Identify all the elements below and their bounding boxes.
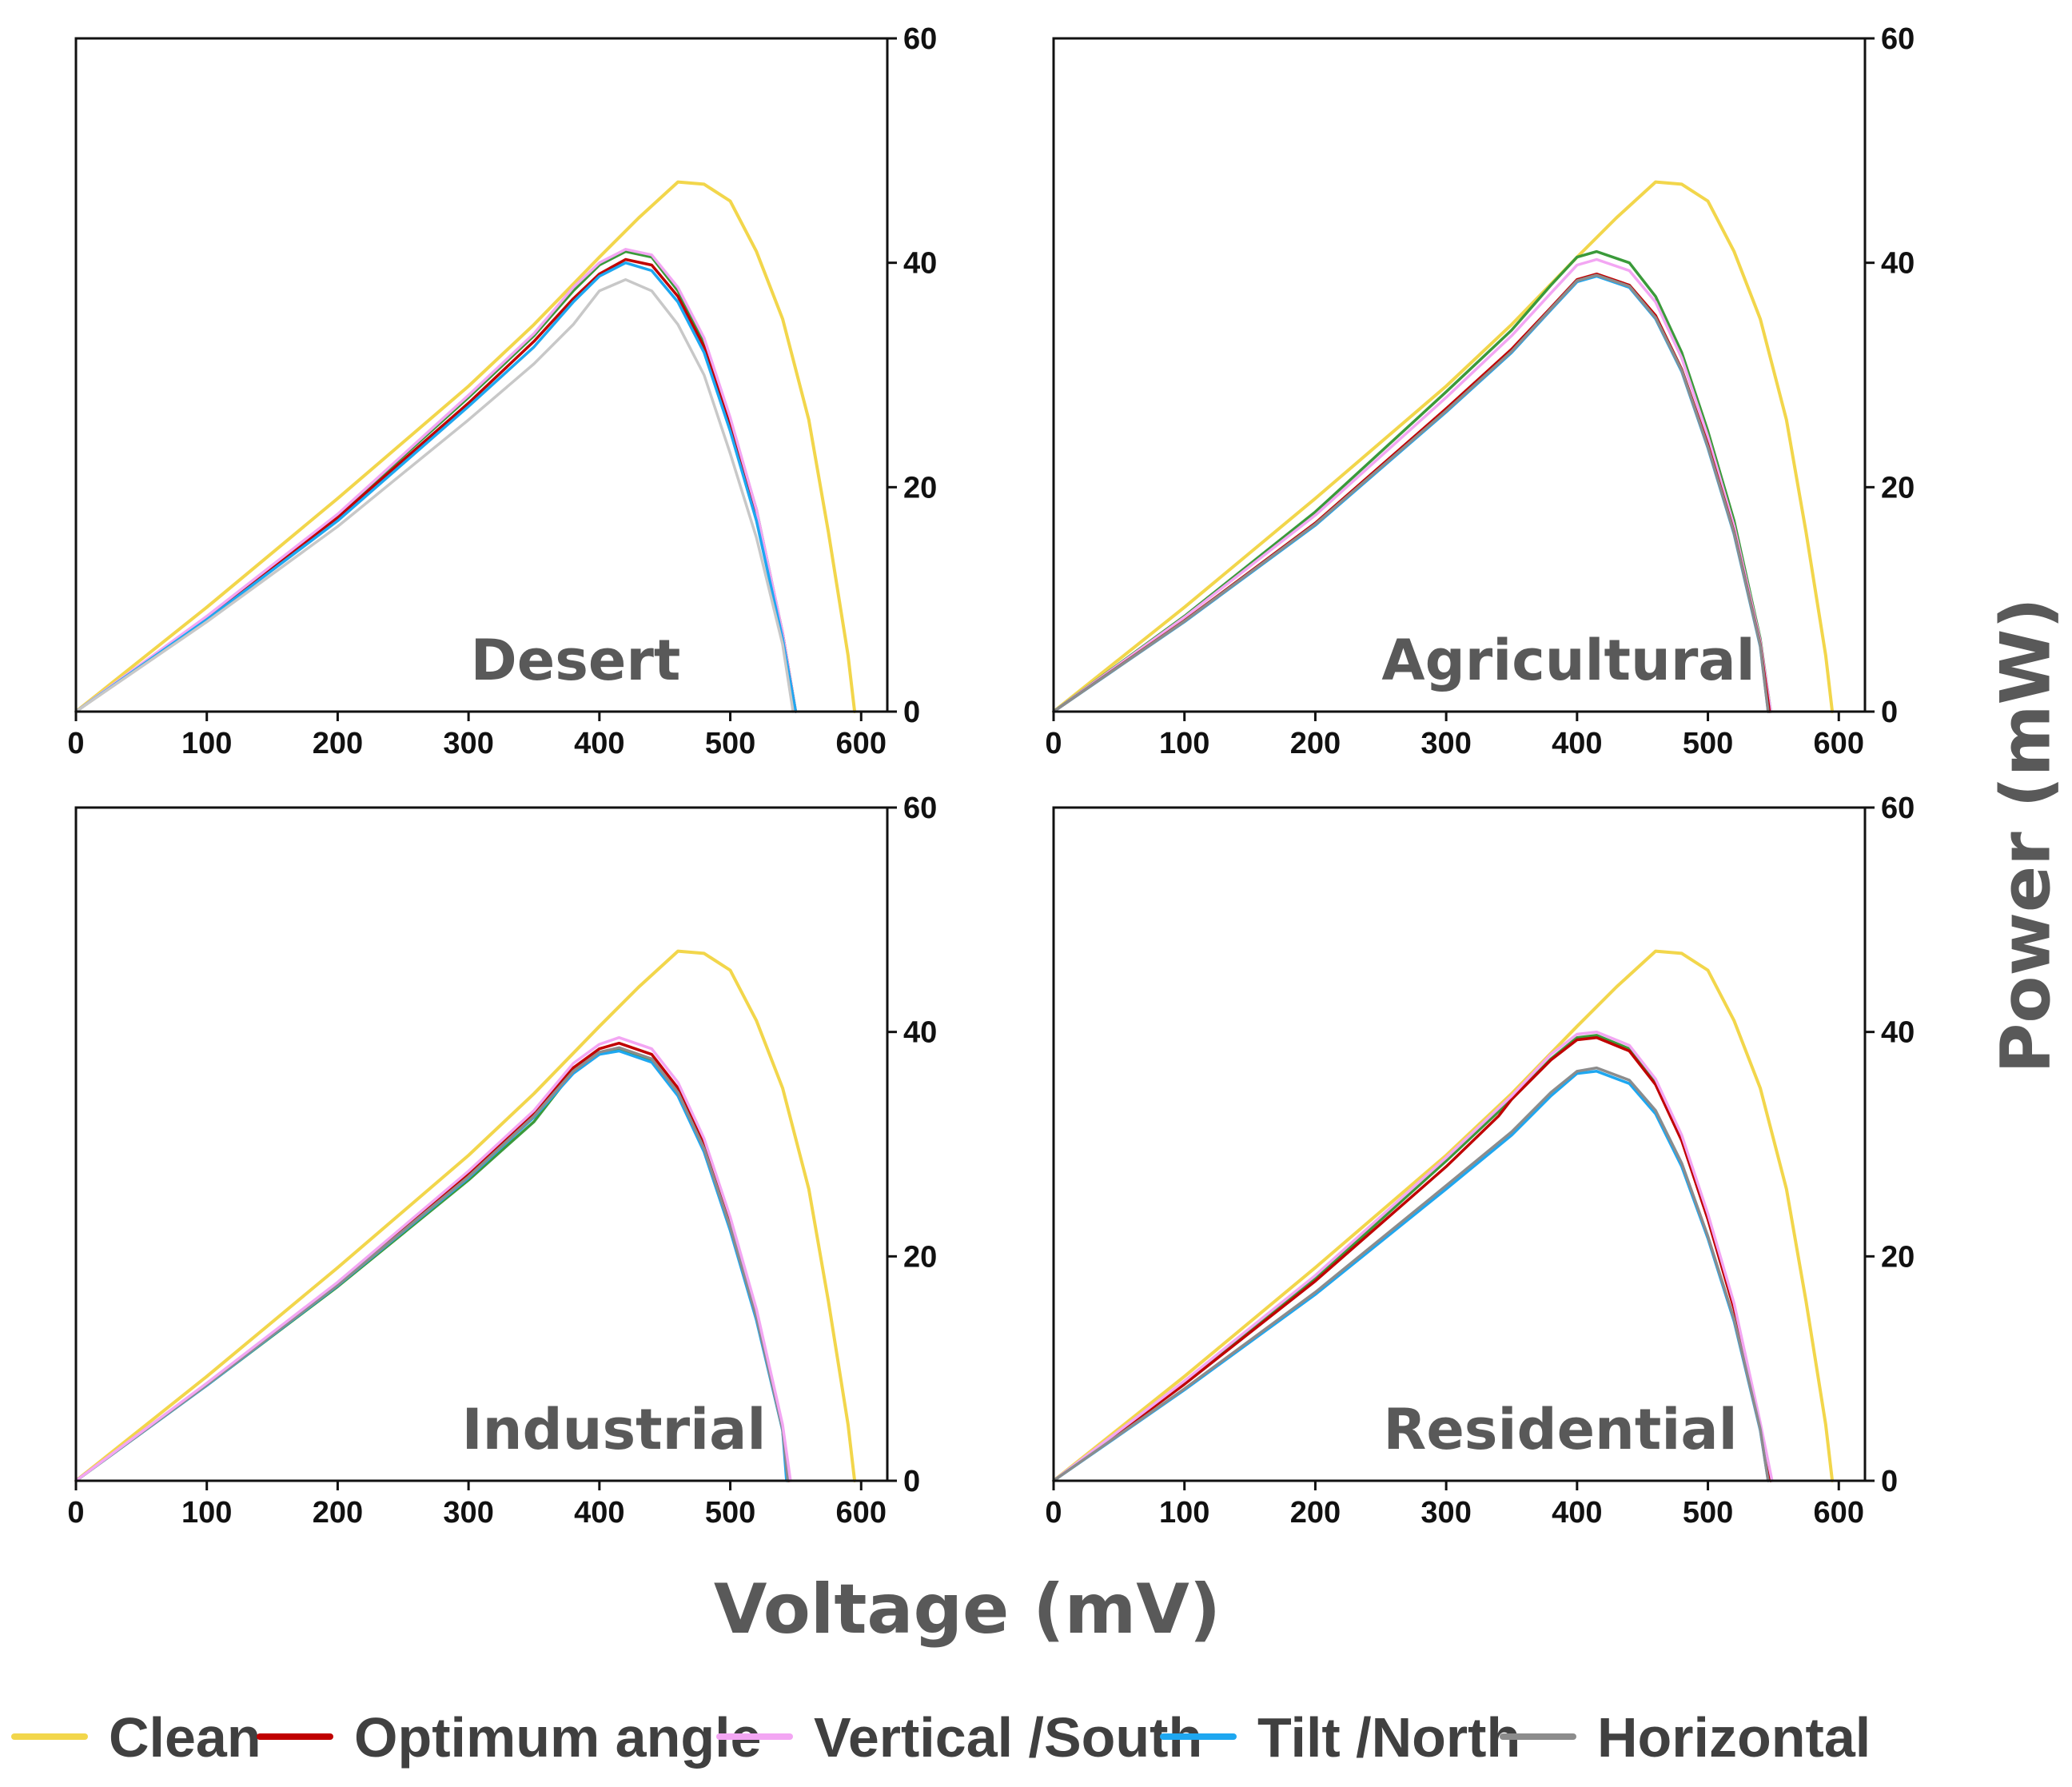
x-tick-label-300: 300	[443, 727, 493, 760]
curve-vertical-south-industrial	[74, 1035, 792, 1482]
curve-clean-industrial	[74, 949, 857, 1482]
panel-label-agricultural: Agricultural	[1381, 628, 1755, 693]
x-tick-label-400: 400	[574, 1496, 624, 1530]
x-tick-label-100: 100	[1159, 727, 1209, 760]
curve-clean-desert	[74, 180, 857, 713]
x-tick-label-100: 100	[181, 1496, 232, 1530]
x-tick-label-0: 0	[1045, 727, 1062, 760]
y-tick-label-40: 40	[1881, 247, 1915, 281]
curve-light-gray-desert	[74, 277, 795, 713]
plot-frame-agricultural	[1052, 37, 1867, 713]
y-tick-label-40: 40	[903, 247, 937, 281]
plot-frame-residential	[1052, 806, 1867, 1482]
y-tick-label-40: 40	[1881, 1016, 1915, 1050]
y-tick-label-60: 60	[903, 792, 937, 825]
curve-vertical-south-residential	[1052, 1030, 1774, 1482]
panel-desert: 0 100 200 300 400 500 600 0 20 40 60 Desert	[67, 22, 937, 760]
x-tick-label-200: 200	[1290, 727, 1341, 760]
y-tick-label-60: 60	[1881, 792, 1915, 825]
y-tick-label-20: 20	[903, 471, 937, 505]
x-tick-label-600: 600	[836, 1496, 887, 1530]
y-axis-title: Power (mW)	[1986, 597, 2066, 1073]
y-tick-label-0: 0	[903, 696, 920, 729]
x-tick-label-0: 0	[1045, 1496, 1062, 1530]
panel-agricultural: 0 100 200 300 400 500 600 0 20 40 60 Agricultural	[1045, 22, 1915, 760]
curve-clean-agricultural	[1052, 180, 1835, 713]
x-tick-label-500: 500	[1683, 727, 1733, 760]
curve-vertical-south-agricultural	[1052, 257, 1772, 713]
x-tick-label-300: 300	[1421, 727, 1471, 760]
legend-label-optimum-angle: Optimum angle	[354, 1706, 761, 1769]
curve-horizontal-agricultural	[1052, 273, 1770, 713]
x-tick-label-100: 100	[181, 727, 232, 760]
legend: Clean Optimum angle Vertical /South Tilt /N…	[11, 1706, 1871, 1769]
panel-residential: 0 100 200 300 400 500 600 0 20 40 60 Residential	[1045, 792, 1915, 1530]
y-tick-label-40: 40	[903, 1016, 937, 1050]
x-tick-label-300: 300	[443, 1496, 493, 1530]
x-tick-label-400: 400	[574, 727, 624, 760]
curve-tilt-north-desert	[74, 261, 798, 713]
curve-horizontal-industrial	[74, 1046, 790, 1482]
x-axis-title: Voltage (mV)	[714, 1570, 1221, 1649]
legend-label-vertical-south: Vertical /South	[814, 1706, 1202, 1769]
curve-optimum-angle-residential	[1052, 1035, 1772, 1482]
plot-frame-industrial	[74, 806, 889, 1482]
legend-label-clean: Clean	[109, 1706, 261, 1769]
x-tick-label-400: 400	[1552, 1496, 1602, 1530]
y-tick-label-60: 60	[903, 22, 937, 56]
x-tick-label-0: 0	[67, 1496, 84, 1530]
curve-green-agricultural	[1052, 249, 1772, 713]
panel-label-desert: Desert	[471, 628, 681, 693]
curve-clean-residential	[1052, 949, 1835, 1482]
y-tick-label-20: 20	[1881, 471, 1915, 505]
curve-horizontal-residential	[1052, 1066, 1770, 1482]
x-tick-label-500: 500	[1683, 1496, 1733, 1530]
y-tick-label-0: 0	[1881, 1465, 1898, 1498]
x-tick-label-600: 600	[1814, 1496, 1864, 1530]
x-tick-label-100: 100	[1159, 1496, 1209, 1530]
y-tick-label-0: 0	[1881, 696, 1898, 729]
y-tick-label-20: 20	[903, 1240, 937, 1274]
x-tick-label-200: 200	[313, 727, 363, 760]
curves-residential	[1052, 949, 1835, 1482]
curve-optimum-angle-desert	[74, 257, 798, 713]
panel-label-residential: Residential	[1383, 1397, 1737, 1462]
x-tick-label-500: 500	[705, 727, 755, 760]
panel-label-industrial: Industrial	[462, 1397, 767, 1462]
x-tick-label-600: 600	[1814, 727, 1864, 760]
x-tick-label-200: 200	[313, 1496, 363, 1530]
x-tick-label-400: 400	[1552, 727, 1602, 760]
panel-industrial: 0 100 200 300 400 500 600 0 20 40 60 Industrial	[67, 792, 937, 1530]
legend-label-tilt-north: Tilt /North	[1257, 1706, 1520, 1769]
x-tick-label-600: 600	[836, 727, 887, 760]
curve-vertical-south-desert	[74, 248, 798, 713]
x-tick-label-0: 0	[67, 727, 84, 760]
x-tick-label-300: 300	[1421, 1496, 1471, 1530]
x-tick-label-200: 200	[1290, 1496, 1341, 1530]
x-tick-label-500: 500	[705, 1496, 755, 1530]
curves-industrial	[74, 949, 857, 1482]
legend-label-horizontal: Horizontal	[1597, 1706, 1871, 1769]
y-tick-label-60: 60	[1881, 22, 1915, 56]
curves-desert	[74, 180, 857, 713]
y-tick-label-20: 20	[1881, 1240, 1915, 1274]
curves-agricultural	[1052, 180, 1835, 713]
plot-frame-desert	[74, 37, 889, 713]
y-tick-label-0: 0	[903, 1465, 920, 1498]
